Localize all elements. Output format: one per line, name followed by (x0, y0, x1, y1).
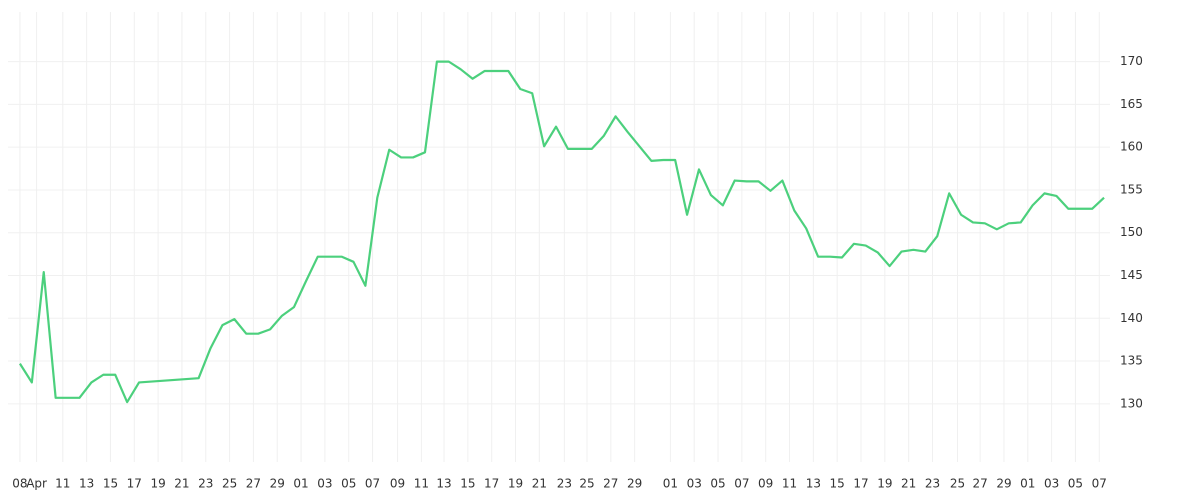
x-tick-label: 08 (12, 477, 27, 491)
x-tick-label: 17 (484, 477, 499, 491)
x-tick-label: 17 (127, 477, 142, 491)
y-tick-label: 135 (1120, 354, 1143, 368)
line (18, 60, 1105, 404)
x-tick-label: 07 (1092, 477, 1107, 491)
x-tick-label: 19 (877, 477, 892, 491)
y-tick-label: 165 (1120, 97, 1143, 111)
x-tick-label: 25 (950, 477, 965, 491)
y-tick-label: 145 (1120, 268, 1143, 282)
x-tick-label: 25 (222, 477, 237, 491)
y-tick-label: 140 (1120, 311, 1143, 325)
y-tick-label: 160 (1120, 140, 1143, 154)
x-tick-label: 05 (1068, 477, 1083, 491)
x-tick-label: 09 (758, 477, 773, 491)
x-tick-label: 21 (532, 477, 547, 491)
x-tick-label: 19 (508, 477, 523, 491)
x-tick-label: 03 (317, 477, 332, 491)
x-tick-label: 13 (79, 477, 94, 491)
x-tick-label: 15 (830, 477, 845, 491)
x-tick-label: 29 (270, 477, 285, 491)
x-tick-label: 21 (901, 477, 916, 491)
y-tick-label: 155 (1120, 182, 1143, 196)
x-tick-label: 05 (341, 477, 356, 491)
x-tick-label: Apr (26, 477, 47, 491)
x-tick-label: 07 (365, 477, 380, 491)
x-tick-label: 11 (782, 477, 797, 491)
x-tick-label: 27 (246, 477, 261, 491)
x-tick-label: 01 (663, 477, 678, 491)
x-tick-label: 01 (1020, 477, 1035, 491)
y-tick-label: 130 (1120, 396, 1143, 410)
x-tick-label: 27 (603, 477, 618, 491)
x-tick-label: 11 (55, 477, 70, 491)
x-tick-label: 29 (627, 477, 642, 491)
x-tick-label: 01 (293, 477, 308, 491)
x-tick-label: 15 (460, 477, 475, 491)
x-tick-label: 07 (734, 477, 749, 491)
y-tick-label: 170 (1120, 54, 1143, 68)
x-tick-label: 29 (996, 477, 1011, 491)
x-tick-label: 13 (436, 477, 451, 491)
x-tick-label: 23 (925, 477, 940, 491)
x-tick-label: 17 (853, 477, 868, 491)
x-tick-label: 23 (557, 477, 572, 491)
x-tick-label: 03 (1044, 477, 1059, 491)
x-tick-label: 11 (414, 477, 429, 491)
x-tick-label: 15 (103, 477, 118, 491)
x-tick-label: 21 (174, 477, 189, 491)
x-tick-label: 03 (687, 477, 702, 491)
x-tick-label: 05 (710, 477, 725, 491)
x-tick-label: 27 (973, 477, 988, 491)
x-tick-label: 23 (198, 477, 213, 491)
x-tick-label: 09 (390, 477, 405, 491)
y-tick-label: 150 (1120, 225, 1143, 239)
x-tick-label: 13 (806, 477, 821, 491)
x-tick-label: 19 (150, 477, 165, 491)
x-tick-label: 25 (579, 477, 594, 491)
